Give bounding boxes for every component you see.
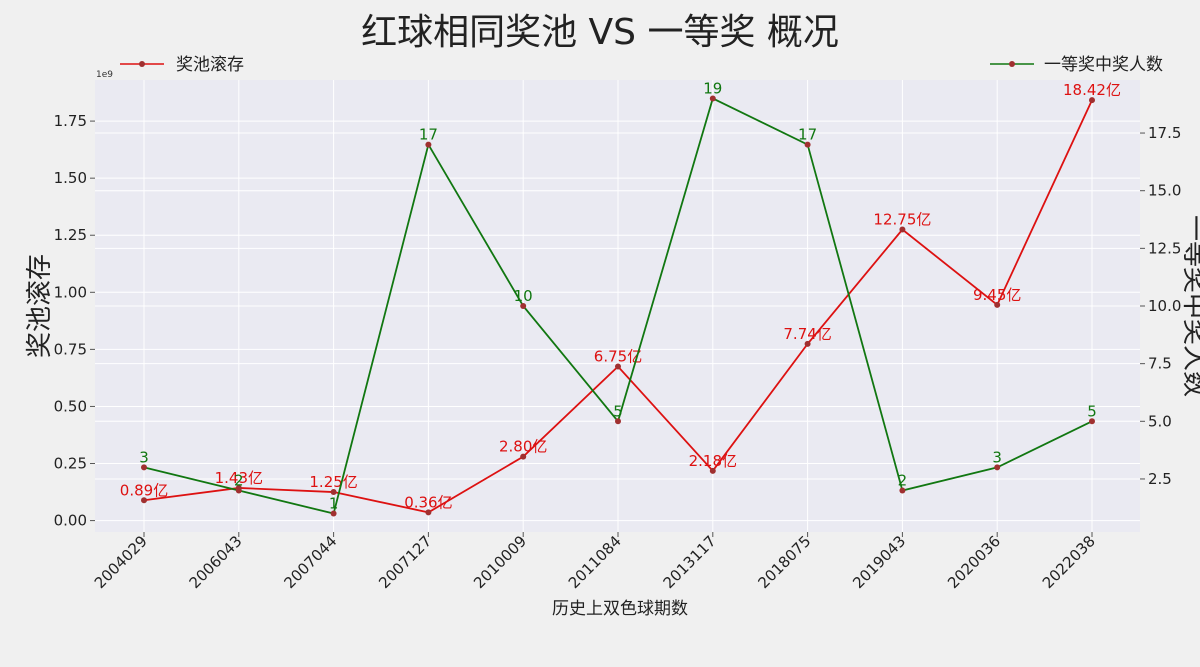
y-right-tick-label: 10.0 bbox=[1148, 297, 1181, 315]
y-right-tick-label: 12.5 bbox=[1148, 239, 1181, 257]
series-layer: 0.89亿 1.43亿 1.25亿 0.36亿 2.80亿 6.75亿 2.18亿 7.74亿… bbox=[120, 79, 1121, 517]
data-point bbox=[615, 363, 621, 370]
data-point bbox=[235, 487, 242, 494]
x-tick-label: 2022038 bbox=[1039, 532, 1099, 592]
y-left-tick-label: 1.00 bbox=[54, 283, 87, 301]
data-point bbox=[141, 497, 147, 504]
data-label: 1 bbox=[329, 495, 339, 513]
x-tick-label: 2004029 bbox=[91, 532, 151, 592]
data-point bbox=[330, 489, 337, 496]
y-left-tick-label: 1.75 bbox=[54, 112, 87, 130]
x-tick-label: 2010009 bbox=[470, 532, 530, 592]
data-point bbox=[330, 510, 337, 517]
data-point bbox=[1089, 418, 1095, 425]
data-point bbox=[425, 509, 432, 516]
data-label: 2 bbox=[898, 471, 908, 489]
data-point bbox=[425, 141, 432, 148]
legend-label-left: 奖池滚存 bbox=[176, 55, 244, 75]
x-tick-label: 2013117 bbox=[660, 532, 720, 592]
data-label: 0.89亿 bbox=[120, 481, 168, 499]
data-point bbox=[1089, 97, 1095, 104]
x-axis-label: 历史上双色球期数 bbox=[552, 599, 688, 619]
y-axis-left-label: 奖池滚存 bbox=[25, 254, 55, 358]
y-axis-right-label: 一等奖中奖人数 bbox=[1179, 215, 1200, 397]
y-right-tick-label: 15.0 bbox=[1148, 182, 1181, 200]
x-tick-label: 2019043 bbox=[849, 532, 909, 592]
data-label: 17 bbox=[419, 126, 438, 144]
data-point bbox=[141, 464, 147, 471]
data-label: 2 bbox=[234, 471, 244, 489]
x-tick-label: 2007044 bbox=[280, 532, 340, 592]
x-tick-label: 2011084 bbox=[565, 532, 625, 592]
data-label: 19 bbox=[703, 79, 722, 97]
data-point bbox=[520, 303, 527, 309]
data-point bbox=[615, 418, 621, 425]
data-label: 1.43亿 bbox=[215, 469, 263, 487]
x-tick-label: 2020036 bbox=[944, 532, 1004, 592]
data-point bbox=[994, 301, 1001, 308]
y-right-tick-label: 7.5 bbox=[1148, 355, 1172, 373]
y-axis-left-offset: 1e9 bbox=[96, 70, 113, 80]
legend-right: 一等奖中奖人数 bbox=[990, 55, 1163, 75]
x-tick-label: 2018075 bbox=[754, 532, 814, 592]
data-point bbox=[709, 467, 716, 474]
y-left-tick-label: 0.75 bbox=[54, 340, 87, 358]
data-point bbox=[994, 464, 1001, 471]
data-point bbox=[520, 453, 527, 460]
data-label: 1.25亿 bbox=[309, 473, 357, 491]
data-label: 18.42亿 bbox=[1063, 81, 1121, 99]
data-label: 9.45亿 bbox=[973, 286, 1021, 304]
y-left-tick-label: 0.50 bbox=[54, 397, 87, 415]
data-point bbox=[804, 141, 811, 148]
data-label: 12.75亿 bbox=[873, 211, 931, 229]
data-point bbox=[899, 226, 906, 233]
x-tick-label: 2006043 bbox=[186, 532, 246, 592]
data-label: 2.18亿 bbox=[689, 452, 737, 470]
legend-marker-right bbox=[1009, 61, 1015, 67]
data-label: 3 bbox=[992, 448, 1002, 466]
y-right-tick-label: 5.0 bbox=[1148, 412, 1172, 430]
data-point bbox=[709, 95, 716, 102]
data-label: 7.74亿 bbox=[783, 325, 831, 343]
x-tick-label: 2007127 bbox=[375, 532, 435, 592]
y-axis-right: 2.5 5.0 7.5 10.0 12.5 15.0 17.5 bbox=[1140, 124, 1181, 488]
y-right-tick-label: 17.5 bbox=[1148, 124, 1181, 142]
y-left-tick-label: 1.50 bbox=[54, 169, 87, 187]
y-left-tick-label: 0.25 bbox=[54, 455, 87, 473]
y-left-tick-label: 1.25 bbox=[54, 226, 87, 244]
data-label: 5 bbox=[1087, 402, 1097, 420]
x-axis: 2004029 2006043 2007044 2007127 2010009 20110… bbox=[91, 532, 1099, 592]
data-label: 2.80亿 bbox=[499, 438, 547, 456]
legend-left: 奖池滚存 bbox=[120, 55, 244, 75]
y-left-tick-label: 0.00 bbox=[54, 512, 87, 530]
legend-label-right: 一等奖中奖人数 bbox=[1044, 55, 1163, 75]
data-point bbox=[899, 487, 906, 494]
data-label: 0.36亿 bbox=[404, 493, 452, 511]
y-right-tick-label: 2.5 bbox=[1148, 470, 1172, 488]
y-axis-left: 0.00 0.25 0.50 0.75 1.00 1.25 1.50 1.75 bbox=[54, 112, 95, 530]
chart-title: 红球相同奖池 VS 一等奖 概况 bbox=[361, 12, 839, 53]
data-label: 5 bbox=[613, 402, 623, 420]
data-point bbox=[804, 340, 811, 347]
legend-marker-left bbox=[139, 61, 145, 67]
data-label: 6.75亿 bbox=[594, 347, 642, 365]
data-label: 17 bbox=[798, 126, 817, 144]
data-label: 3 bbox=[139, 448, 149, 466]
data-label: 10 bbox=[514, 287, 533, 305]
